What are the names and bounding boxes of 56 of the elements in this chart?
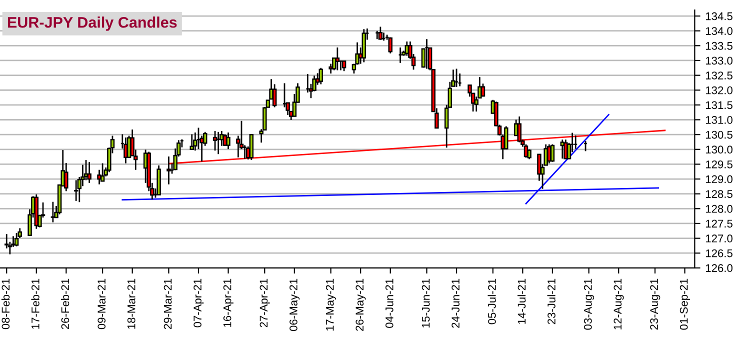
chart-title: EUR-JPY Daily Candles: [8, 16, 177, 31]
x-tick-label: 16-Apr-21: [223, 278, 234, 327]
x-tick-label: 26-May-21: [356, 278, 366, 331]
candlestick: [388, 36, 392, 54]
x-tick-label: 14-Jul-21: [518, 278, 526, 324]
x-tick-label: 23-Jul-21: [547, 278, 556, 324]
y-tick-label: 132.0: [706, 86, 732, 94]
candlestick: [226, 132, 230, 150]
candlestick: [272, 83, 277, 108]
y-tick-label: 133.0: [706, 56, 732, 65]
candlestick: [480, 82, 486, 98]
x-tick-label: 01-Sep-21: [680, 278, 690, 330]
x-tick-label: 04-Jun-21: [385, 278, 394, 328]
y-tick-label: 134.5: [706, 12, 732, 20]
x-tick-label: 05-Jul-21: [488, 278, 496, 324]
y-tick-label: 129.5: [706, 160, 732, 168]
y-tick-label: 130.5: [706, 130, 732, 139]
x-tick-label: 09-Mar-21: [98, 278, 106, 330]
x-tick-label: 12-Aug-21: [614, 278, 624, 330]
candlestick: [212, 130, 218, 152]
candlestick: [378, 26, 383, 40]
y-tick-label: 127.5: [706, 220, 732, 228]
y-tick-label: 126.5: [706, 249, 732, 258]
x-tick-label: 15-Jun-21: [422, 278, 430, 328]
candlestick: [335, 46, 340, 71]
candlestick: [318, 67, 323, 85]
candlestick: [87, 161, 92, 184]
x-tick-label: 29-Mar-21: [164, 278, 172, 330]
x-tick-label: 07-Apr-21: [194, 278, 204, 328]
candlestick: [193, 132, 198, 152]
y-tick-label: 134.0: [706, 27, 732, 35]
y-tick-label: 131.0: [706, 116, 732, 124]
y-tick-label: 129.0: [706, 175, 732, 184]
candlestick: [550, 144, 555, 163]
x-tick-label: 24-Jun-21: [452, 278, 460, 328]
y-tick-label: 128.0: [706, 204, 732, 213]
x-tick-label: 26-Feb-21: [60, 278, 70, 330]
y-tick-label: 130.0: [706, 146, 732, 154]
x-tick-label: 06-May-21: [290, 278, 300, 331]
candlestick: [74, 180, 78, 202]
candlestick: [249, 134, 254, 161]
candlestick: [190, 134, 194, 150]
x-tick-label: 03-Aug-21: [584, 278, 594, 330]
x-tick-label: 08-Feb-21: [1, 278, 10, 330]
y-tick-label: 128.5: [706, 190, 732, 198]
y-tick-label: 131.5: [706, 101, 732, 110]
x-tick-label: 23-Aug-21: [650, 278, 660, 330]
candlestick: [100, 162, 105, 182]
x-tick-label: 18-Mar-21: [127, 278, 136, 329]
y-tick-label: 126.0: [706, 264, 732, 272]
x-tick-label: 17-May-21: [326, 278, 336, 331]
x-tick-label: 17-Feb-21: [31, 278, 40, 329]
y-tick-label: 133.5: [706, 42, 732, 50]
y-tick-label: 132.5: [706, 72, 732, 80]
x-tick-label: 27-Apr-21: [260, 278, 270, 328]
y-tick-label: 127.0: [706, 234, 732, 242]
